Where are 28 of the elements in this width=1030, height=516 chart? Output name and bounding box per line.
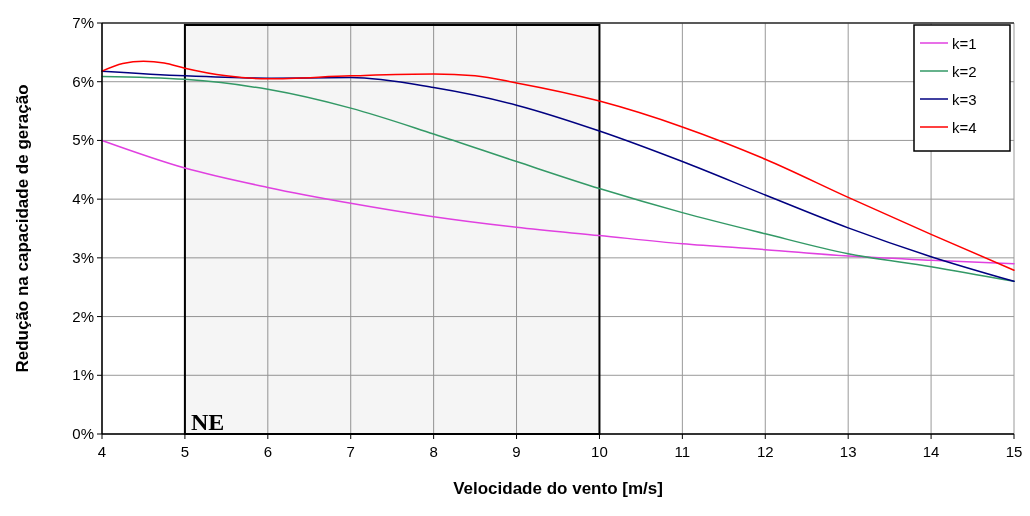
band-label: NE (190, 409, 225, 435)
line-series (101, 139, 1015, 265)
legend-label: k=3 (952, 91, 977, 108)
legend-label: k=2 (952, 63, 977, 80)
x-tick-label: 12 (756, 443, 774, 460)
legend-label: k=1 (952, 35, 977, 52)
x-tick-label: 9 (512, 443, 521, 460)
y-tick-label: 2% (72, 307, 94, 325)
x-tick-label: 7 (346, 443, 355, 460)
x-tick-label: 6 (263, 443, 272, 460)
y-tick-label: 7% (72, 14, 94, 31)
legend-label: k=4 (952, 119, 977, 136)
y-axis-title: Redução na capacidade de geração (13, 84, 32, 373)
x-tick-label: 4 (97, 443, 107, 460)
x-tick-label: 15 (1005, 443, 1023, 460)
x-tick-label: 8 (429, 443, 438, 460)
y-tick-label: 5% (72, 131, 94, 149)
x-axis-title: Velocidade do vento [m/s] (453, 479, 663, 498)
y-tick-label: 1% (72, 366, 94, 384)
y-tick-label: 3% (72, 248, 94, 266)
y-tick-label: 0% (72, 425, 94, 442)
x-tick-label: 14 (922, 443, 940, 460)
x-tick-label: 5 (180, 443, 190, 460)
y-tick-label: 6% (72, 72, 94, 90)
x-tick-label: 11 (674, 443, 691, 460)
x-tick-label: 10 (591, 443, 608, 460)
x-tick-label: 13 (839, 443, 857, 460)
y-tick-label: 4% (72, 190, 94, 208)
